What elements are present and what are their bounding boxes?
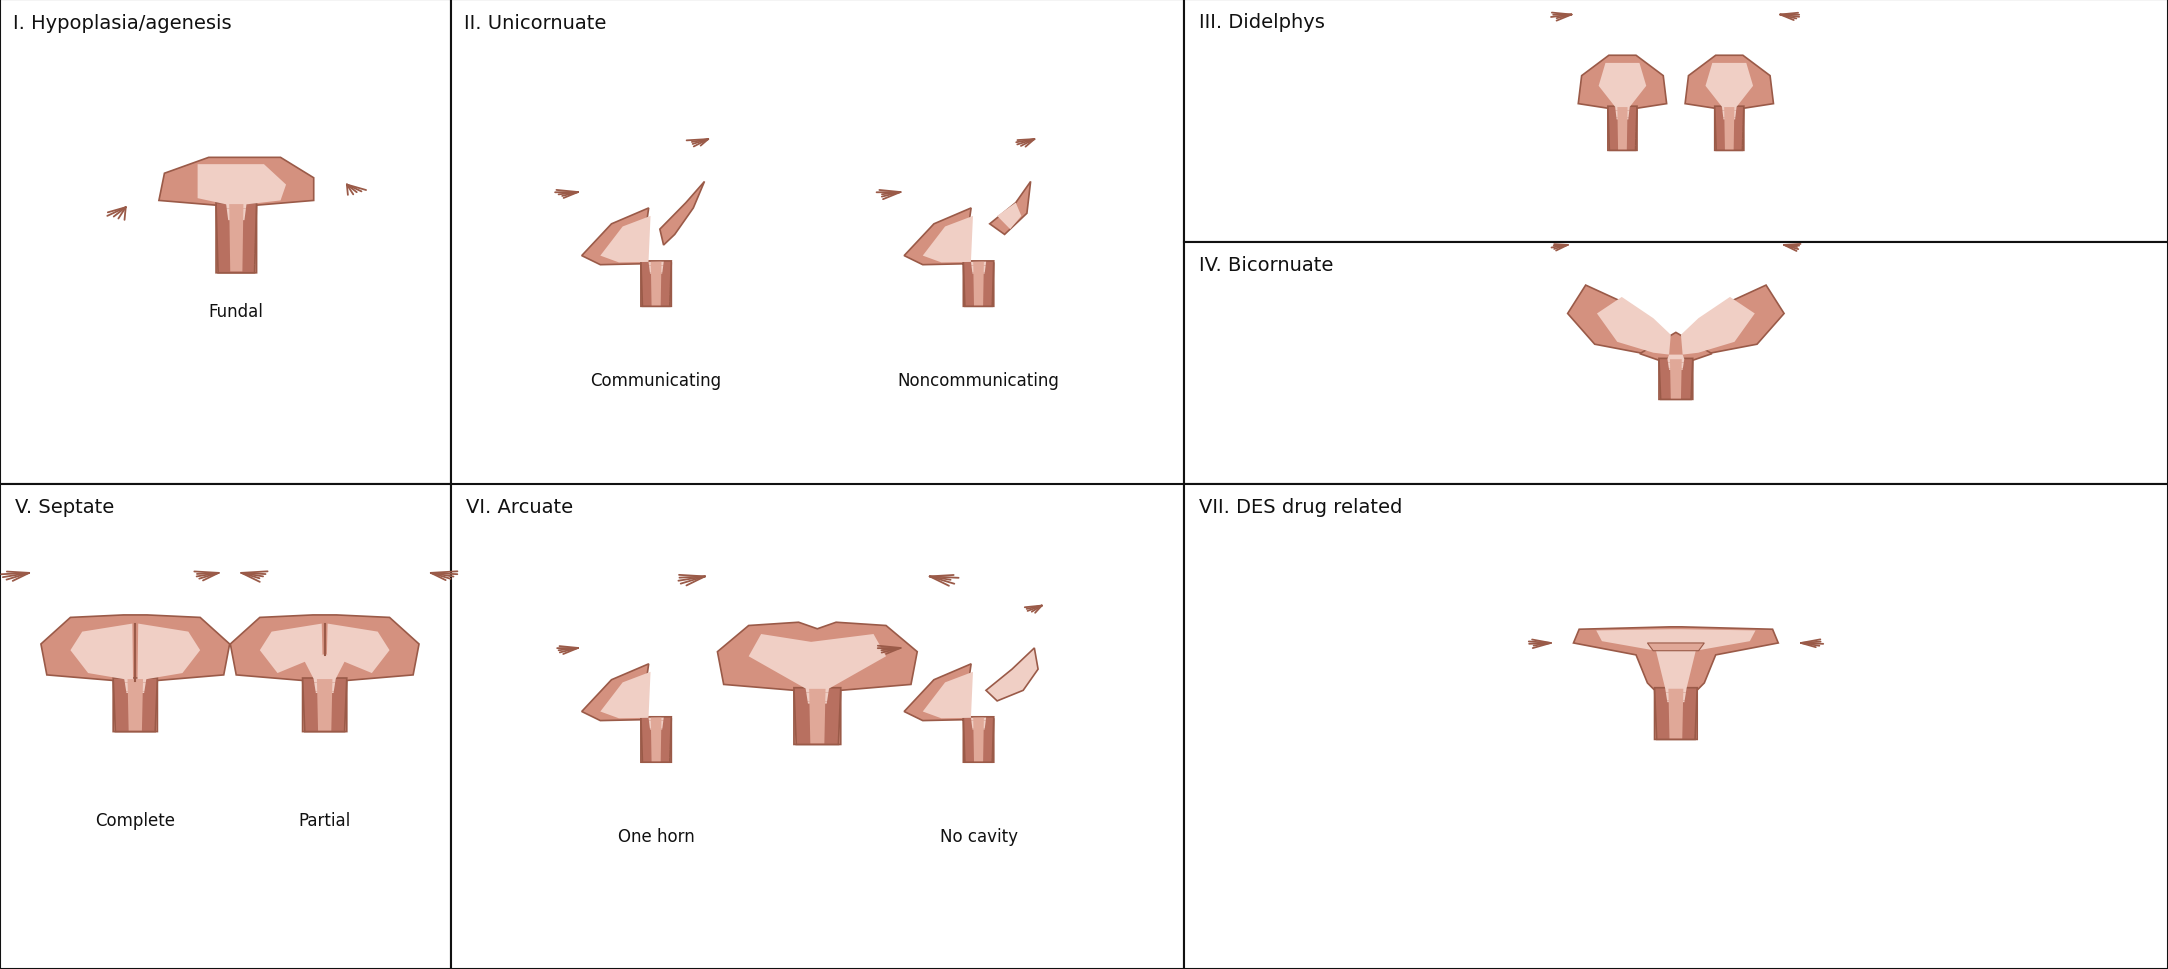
- Polygon shape: [137, 624, 199, 681]
- Bar: [0, 0, 451, 484]
- Polygon shape: [1596, 630, 1756, 703]
- Polygon shape: [997, 203, 1021, 230]
- Polygon shape: [197, 165, 286, 221]
- Text: No cavity: No cavity: [939, 827, 1017, 845]
- Polygon shape: [1724, 108, 1734, 150]
- Polygon shape: [963, 717, 993, 763]
- Polygon shape: [973, 718, 984, 762]
- Text: II. Unicornuate: II. Unicornuate: [464, 14, 607, 33]
- Polygon shape: [327, 624, 390, 673]
- Polygon shape: [1578, 56, 1667, 151]
- Polygon shape: [659, 182, 705, 246]
- Polygon shape: [793, 688, 841, 745]
- Polygon shape: [1648, 643, 1704, 651]
- Text: VII. DES drug related: VII. DES drug related: [1199, 497, 1403, 516]
- Polygon shape: [1639, 333, 1713, 400]
- Bar: [0, 484, 451, 969]
- Polygon shape: [642, 262, 672, 307]
- Polygon shape: [301, 655, 349, 693]
- Polygon shape: [1659, 359, 1693, 400]
- Polygon shape: [973, 263, 984, 306]
- Polygon shape: [260, 624, 323, 673]
- Polygon shape: [1685, 286, 1784, 357]
- Polygon shape: [1667, 356, 1685, 370]
- Polygon shape: [230, 615, 418, 732]
- Polygon shape: [158, 158, 314, 273]
- Polygon shape: [1685, 56, 1773, 151]
- Polygon shape: [317, 679, 332, 731]
- Bar: [451, 484, 1184, 969]
- Bar: [1184, 0, 2168, 243]
- Text: Communicating: Communicating: [590, 371, 722, 390]
- Polygon shape: [69, 624, 132, 681]
- Polygon shape: [41, 615, 230, 732]
- Text: Fundal: Fundal: [208, 302, 264, 321]
- Polygon shape: [1706, 64, 1754, 120]
- Text: IV. Bicornuate: IV. Bicornuate: [1199, 256, 1333, 275]
- Polygon shape: [1654, 688, 1698, 739]
- Text: V. Septate: V. Septate: [15, 497, 115, 516]
- Polygon shape: [1609, 108, 1637, 151]
- Bar: [451, 0, 1184, 969]
- Bar: [1184, 484, 2168, 969]
- Text: III. Didelphys: III. Didelphys: [1199, 13, 1325, 32]
- Polygon shape: [581, 664, 672, 763]
- Polygon shape: [230, 204, 243, 272]
- Polygon shape: [1567, 286, 1667, 357]
- Polygon shape: [650, 718, 661, 762]
- Text: VI. Arcuate: VI. Arcuate: [466, 497, 572, 516]
- Polygon shape: [601, 672, 663, 730]
- Polygon shape: [650, 263, 661, 306]
- Polygon shape: [1715, 108, 1743, 151]
- Polygon shape: [924, 217, 986, 274]
- Text: Partial: Partial: [299, 811, 351, 829]
- Polygon shape: [718, 623, 917, 745]
- Polygon shape: [304, 678, 347, 732]
- Polygon shape: [1574, 627, 1778, 739]
- Polygon shape: [581, 208, 672, 307]
- Text: I. Hypoplasia/agenesis: I. Hypoplasia/agenesis: [13, 14, 232, 33]
- Polygon shape: [124, 679, 147, 693]
- Polygon shape: [1669, 359, 1682, 399]
- Text: Noncommunicating: Noncommunicating: [898, 371, 1060, 390]
- Polygon shape: [1680, 297, 1754, 356]
- Bar: [1184, 243, 2168, 484]
- Polygon shape: [1617, 108, 1628, 150]
- Polygon shape: [963, 262, 993, 307]
- Polygon shape: [128, 679, 143, 731]
- Polygon shape: [1598, 297, 1672, 356]
- Polygon shape: [1598, 64, 1646, 120]
- Text: One horn: One horn: [618, 827, 694, 845]
- Polygon shape: [986, 648, 1038, 702]
- Polygon shape: [1669, 689, 1682, 738]
- Polygon shape: [217, 203, 256, 273]
- Polygon shape: [991, 182, 1030, 235]
- Polygon shape: [601, 217, 663, 274]
- Text: Complete: Complete: [95, 811, 176, 829]
- Polygon shape: [904, 664, 993, 763]
- Polygon shape: [904, 208, 993, 307]
- Polygon shape: [748, 635, 887, 703]
- Polygon shape: [642, 717, 672, 763]
- Polygon shape: [113, 678, 158, 732]
- Polygon shape: [809, 689, 826, 743]
- Polygon shape: [924, 672, 986, 730]
